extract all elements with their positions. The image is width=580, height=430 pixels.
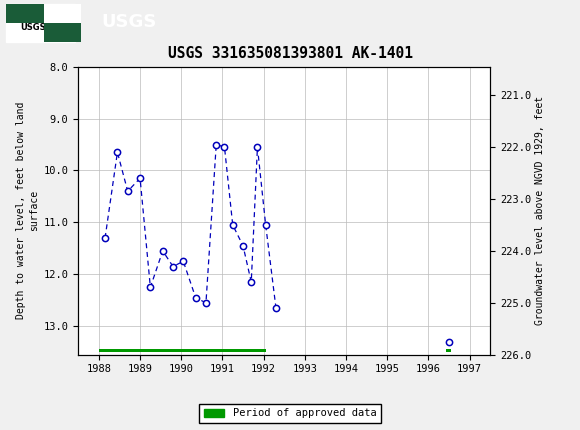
Text: ▀
USGS: ▀ USGS [20, 13, 46, 32]
Bar [99, 349, 266, 352]
Text: USGS 331635081393801 AK-1401: USGS 331635081393801 AK-1401 [168, 46, 412, 61]
Bar [6, 3, 44, 22]
Text: USGS: USGS [102, 12, 157, 31]
Legend: Period of approved data: Period of approved data [200, 404, 380, 423]
Bar [44, 22, 81, 42]
FancyBboxPatch shape [6, 3, 75, 42]
Y-axis label: Groundwater level above NGVD 1929, feet: Groundwater level above NGVD 1929, feet [535, 96, 545, 325]
Bar [445, 349, 451, 352]
Y-axis label: Depth to water level, feet below land
surface: Depth to water level, feet below land su… [16, 102, 39, 319]
Bar [6, 3, 81, 42]
